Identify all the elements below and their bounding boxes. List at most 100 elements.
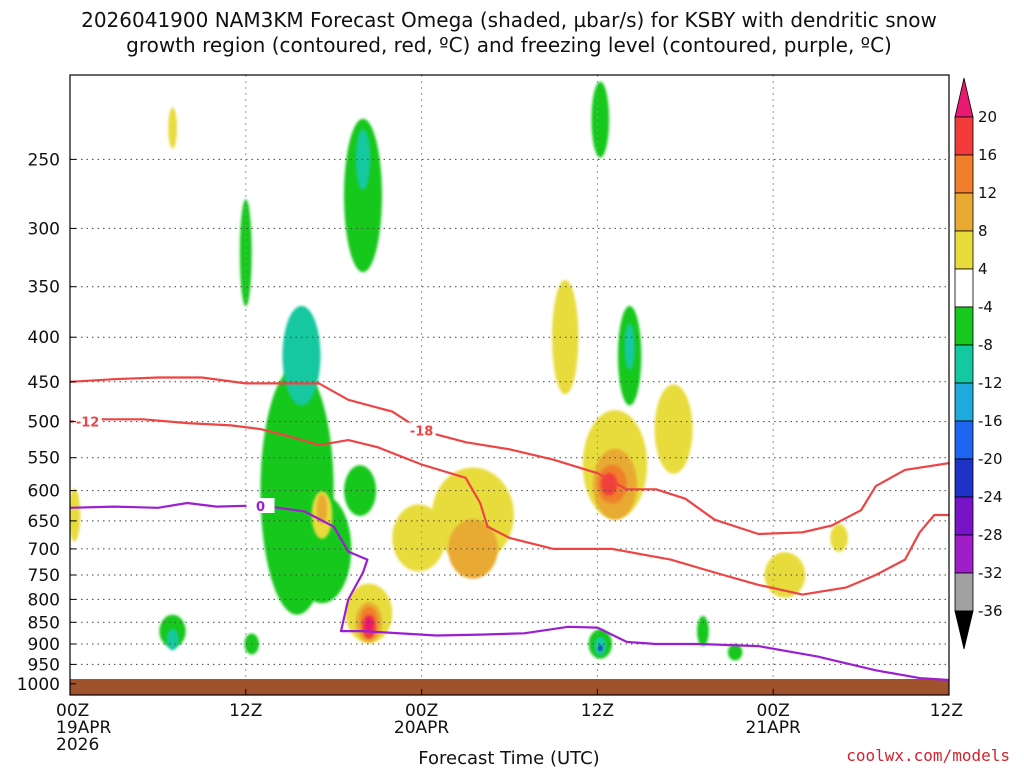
colorbar-label-0: 20 bbox=[978, 108, 997, 126]
colorbar-label-6: -8 bbox=[978, 336, 993, 354]
omega-series-1 bbox=[166, 129, 635, 656]
contour-label-1: -18 bbox=[410, 425, 434, 440]
y-tick-label-0: 250 bbox=[28, 150, 60, 170]
omega-region-3-0 bbox=[316, 494, 328, 524]
colorbar-label-13: -36 bbox=[978, 602, 1003, 620]
colorbar-label-9: -20 bbox=[978, 450, 1003, 468]
y-tick-label-1: 300 bbox=[28, 219, 60, 239]
omega-region-2-9 bbox=[764, 552, 806, 598]
x-tick-label-3-1: 12Z bbox=[581, 701, 614, 721]
x-tick-label-2-1: 00Z bbox=[405, 701, 438, 721]
colorbar-swatch-10 bbox=[954, 496, 974, 536]
y-tick-label-5: 500 bbox=[28, 413, 60, 433]
contour-label-0: -12 bbox=[76, 416, 100, 431]
chart-title-line-1: 2026041900 NAM3KM Forecast Omega (shaded… bbox=[81, 8, 937, 32]
y-tick-label-2: 350 bbox=[28, 278, 60, 298]
colorbar-label-2: 12 bbox=[978, 184, 997, 202]
x-tick-label-2-2: 20APR bbox=[394, 718, 450, 738]
colorbar-swatch-0 bbox=[954, 116, 974, 156]
x-tick-label-4-1: 00Z bbox=[757, 701, 790, 721]
y-tick-label-4: 450 bbox=[28, 373, 60, 393]
y-axis: 2503003504004505005506006507007508008509… bbox=[17, 150, 76, 695]
contour-line-2 bbox=[70, 501, 949, 682]
omega-region-1-0 bbox=[166, 629, 179, 651]
omega-region-2-1 bbox=[70, 488, 81, 542]
omega-region-1-1 bbox=[282, 305, 321, 406]
plot-frame bbox=[69, 74, 950, 696]
colorbar-label-10: -24 bbox=[978, 488, 1003, 506]
watermark: coolwx.com/models bbox=[846, 746, 1010, 765]
colorbar-label-1: 16 bbox=[978, 146, 997, 164]
colorbar-bottom-arrow bbox=[954, 610, 974, 650]
omega-region-0-2 bbox=[239, 199, 252, 307]
contour-label-bg-2 bbox=[246, 498, 275, 513]
y-tick-label-9: 700 bbox=[28, 540, 60, 560]
terrain-strip bbox=[70, 679, 949, 695]
omega-region-2-0 bbox=[168, 107, 178, 149]
x-tick-label-1-1: 12Z bbox=[229, 701, 262, 721]
omega-series-6 bbox=[364, 616, 373, 633]
colorbar-swatch-2 bbox=[954, 192, 974, 232]
y-tick-label-11: 800 bbox=[28, 590, 60, 610]
y-tick-label-3: 400 bbox=[28, 328, 60, 348]
omega-region-7-0 bbox=[598, 645, 603, 652]
omega-region-0-6 bbox=[344, 118, 382, 273]
x-tick-label-0-2: 19APR bbox=[56, 718, 112, 738]
contour-line-1 bbox=[70, 376, 949, 536]
omega-region-0-8 bbox=[591, 81, 610, 158]
omega-region-0-10 bbox=[697, 615, 709, 647]
contour-line-0 bbox=[70, 418, 949, 596]
colorbar-swatch-11 bbox=[954, 534, 974, 574]
colorbar-label-4: 4 bbox=[978, 260, 988, 278]
omega-region-0-5 bbox=[344, 465, 377, 516]
y-tick-label-6: 550 bbox=[28, 449, 60, 469]
colorbar-swatch-9 bbox=[954, 458, 974, 498]
y-tick-label-12: 850 bbox=[28, 613, 60, 633]
colorbar-label-5: -4 bbox=[978, 298, 993, 316]
omega-shading bbox=[70, 81, 848, 661]
x-tick-label-5-1: 12Z bbox=[930, 701, 963, 721]
y-tick-label-15: 1000 bbox=[17, 675, 60, 695]
y-tick-label-7: 600 bbox=[28, 482, 60, 502]
y-tick-label-13: 900 bbox=[28, 635, 60, 655]
colorbar-swatch-5 bbox=[954, 306, 974, 346]
omega-region-2-10 bbox=[830, 524, 848, 552]
temperature-contours: -12 -18 0 bbox=[70, 376, 949, 682]
colorbar-label-8: -16 bbox=[978, 412, 1003, 430]
colorbar-swatch-12 bbox=[954, 572, 974, 612]
omega-region-1-4 bbox=[624, 323, 635, 370]
omega-region-2-8 bbox=[654, 384, 693, 474]
colorbar: 20 16 12 8 4 -4 -8 -12 -16 -20 -24 -28 -32 -36 bbox=[954, 77, 1003, 650]
y-tick-label-8: 650 bbox=[28, 512, 60, 532]
omega-region-0-4 bbox=[292, 494, 352, 604]
chart-title-line-2: growth region (contoured, red, ºC) and f… bbox=[126, 33, 892, 57]
colorbar-swatch-3 bbox=[954, 230, 974, 270]
colorbar-label-12: -32 bbox=[978, 564, 1003, 582]
x-tick-label-4-2: 21APR bbox=[746, 718, 802, 738]
omega-series-7 bbox=[598, 645, 603, 652]
y-tick-label-10: 750 bbox=[28, 566, 60, 586]
colorbar-swatch-6 bbox=[954, 344, 974, 384]
colorbar-swatch-1 bbox=[954, 154, 974, 194]
x-tick-label-0-3: 2026 bbox=[56, 735, 99, 755]
colorbar-label-11: -28 bbox=[978, 526, 1003, 544]
colorbar-swatch-8 bbox=[954, 420, 974, 460]
omega-region-1-2 bbox=[355, 129, 371, 190]
contour-label-bg-1 bbox=[407, 422, 436, 438]
colorbar-label-7: -12 bbox=[978, 374, 1003, 392]
y-tick-label-14: 950 bbox=[28, 655, 60, 675]
colorbar-swatch-4 bbox=[954, 268, 974, 308]
omega-series-0 bbox=[159, 81, 743, 661]
colorbar-top-arrow bbox=[954, 77, 974, 118]
omega-region-0-11 bbox=[727, 644, 743, 661]
contour-label-bg-0 bbox=[73, 413, 102, 429]
colorbar-label-3: 8 bbox=[978, 222, 988, 240]
contour-label-2: 0 bbox=[256, 500, 265, 515]
grid-lines bbox=[70, 75, 949, 695]
plot-area bbox=[70, 75, 949, 695]
x-tick-label-0-1: 00Z bbox=[56, 701, 89, 721]
colorbar-swatch-7 bbox=[954, 382, 974, 422]
x-axis-title: Forecast Time (UTC) bbox=[418, 748, 599, 768]
